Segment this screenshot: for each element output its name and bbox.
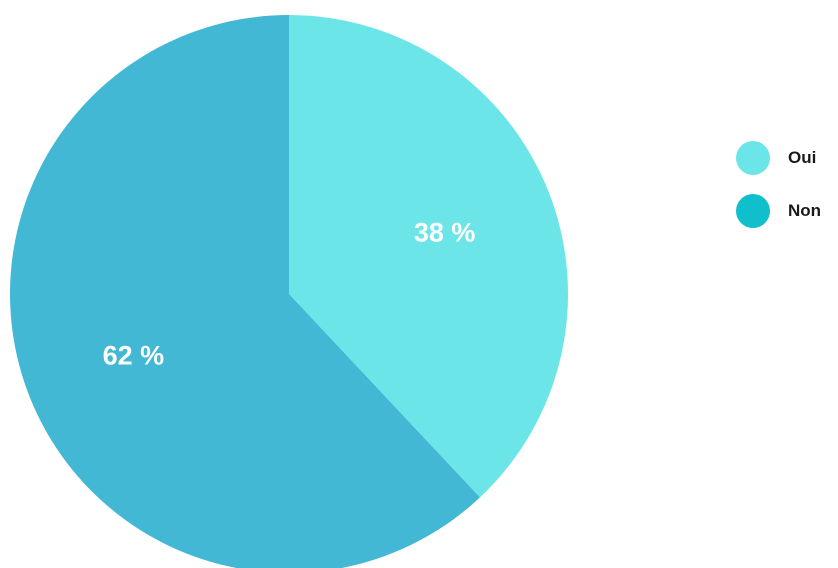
pie-slice-label-oui: 38 % — [414, 217, 476, 247]
legend-label-oui: Oui — [788, 148, 817, 167]
pie-slice-non — [10, 15, 480, 568]
legend-swatch-oui — [736, 141, 770, 175]
legend-label-non: Non — [788, 201, 822, 220]
chart-legend: Oui Non — [736, 141, 821, 247]
legend-item-non: Non — [736, 194, 821, 228]
pie-slice-label-non: 62 % — [103, 341, 165, 371]
legend-swatch-non — [736, 194, 770, 228]
legend-item-oui: Oui — [736, 141, 821, 175]
pie-slice-oui — [289, 15, 568, 498]
